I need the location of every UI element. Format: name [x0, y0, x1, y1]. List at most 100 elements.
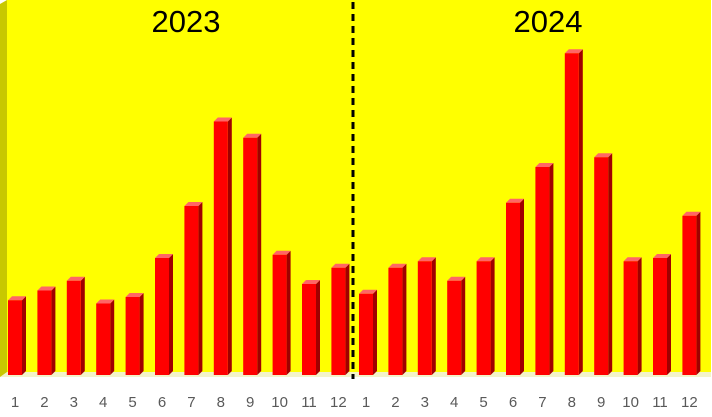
x-tick-label-2024-4: 4: [450, 394, 458, 411]
bar-top-face: [272, 250, 291, 255]
bar-2024-9: [594, 153, 613, 375]
bar-front-face: [447, 280, 462, 375]
bar-front-face: [359, 293, 373, 375]
bar-2024-6: [506, 198, 524, 375]
bar-front-face: [388, 267, 403, 375]
x-tick-label-2023-1: 1: [11, 394, 19, 411]
bar-side-face: [80, 276, 85, 375]
bar-top-face: [96, 299, 115, 304]
bar-front-face: [653, 258, 667, 375]
bar-front-face: [37, 290, 52, 375]
bar-top-face: [623, 257, 642, 262]
bar-side-face: [257, 133, 262, 375]
bar-top-face: [476, 257, 495, 262]
bar-front-face: [125, 297, 140, 375]
bar-2024-8: [564, 49, 583, 375]
x-tick-label-2023-3: 3: [70, 394, 78, 411]
bar-2023-1: [8, 296, 26, 375]
x-tick-label-2023-6: 6: [158, 394, 166, 411]
bar-side-face: [549, 163, 554, 375]
x-tick-label-2024-12: 12: [681, 394, 698, 411]
bar-2024-11: [653, 254, 671, 375]
bar-side-face: [110, 299, 115, 375]
bar-2023-7: [184, 202, 203, 375]
bar-top-face: [535, 163, 554, 167]
bar-side-face: [520, 198, 524, 375]
bar-side-face: [490, 257, 495, 375]
bar-2024-1: [359, 289, 377, 375]
bar-2023-11: [302, 280, 320, 375]
x-tick-label-2024-3: 3: [421, 394, 429, 411]
bar-front-face: [243, 137, 258, 375]
x-tick-label-2023-2: 2: [40, 394, 48, 411]
bar-2024-3: [417, 257, 436, 375]
x-tick-label-2023-8: 8: [217, 394, 225, 411]
bar-front-face: [682, 215, 697, 375]
bar-side-face: [169, 254, 173, 375]
bar-front-face: [272, 254, 287, 375]
bar-front-face: [8, 300, 22, 375]
bar-top-face: [417, 257, 436, 262]
bar-2024-5: [476, 257, 495, 375]
bar-top-face: [388, 263, 407, 268]
bar-side-face: [608, 153, 613, 375]
bar-front-face: [506, 202, 520, 375]
panel-title-2024: 2024: [514, 4, 583, 39]
chart-floor: [0, 372, 711, 377]
bar-side-face: [578, 49, 583, 375]
bar-top-face: [37, 286, 56, 291]
bar-side-face: [22, 296, 26, 375]
bar-front-face: [417, 261, 432, 375]
bar-front-face: [184, 206, 199, 375]
bar-top-face: [564, 49, 583, 54]
bar-side-face: [139, 293, 144, 375]
x-tick-label-2023-11: 11: [301, 394, 317, 411]
bar-side-face: [696, 211, 701, 375]
bar-top-face: [653, 254, 671, 258]
x-tick-label-2024-10: 10: [622, 394, 639, 411]
bar-front-face: [535, 167, 550, 375]
bar-top-face: [682, 211, 701, 216]
bar-top-face: [213, 117, 232, 122]
x-tick-label-2024-2: 2: [391, 394, 399, 411]
bar-2023-5: [125, 293, 144, 375]
bar-top-face: [66, 276, 85, 281]
bar-side-face: [431, 257, 436, 375]
x-tick-label-2024-6: 6: [509, 394, 517, 411]
bar-2023-4: [96, 299, 115, 375]
bar-side-face: [286, 250, 291, 375]
x-tick-label-2023-9: 9: [246, 394, 254, 411]
bar-front-face: [96, 303, 111, 375]
x-tick-label-2023-4: 4: [99, 394, 107, 411]
bar-top-face: [125, 293, 144, 297]
bar-front-face: [331, 267, 346, 375]
bar-2024-10: [623, 257, 642, 375]
bar-front-face: [302, 284, 316, 375]
bar-2024-7: [535, 163, 554, 375]
x-tick-label-2023-12: 12: [330, 394, 347, 411]
bar-2024-4: [447, 276, 466, 375]
bars-group: [8, 49, 701, 375]
bar-2023-12: [331, 263, 350, 375]
bar-side-face: [402, 263, 407, 375]
bar-side-face: [667, 254, 671, 375]
bar-front-face: [476, 261, 491, 375]
bar-side-face: [637, 257, 642, 375]
x-tick-label-2024-8: 8: [568, 394, 576, 411]
bar-front-face: [155, 258, 169, 375]
bar-top-face: [359, 289, 377, 294]
bar-front-face: [623, 261, 638, 375]
bar-front-face: [66, 280, 81, 375]
bar-2024-12: [682, 211, 701, 375]
bar-top-face: [331, 263, 350, 268]
x-tick-labels: 1 2 3 4 5 6 7 8 9 10 11 12 1 2 3 4 5 6 7 8 9 10 11 12: [11, 394, 698, 411]
bar-side-face: [373, 289, 377, 375]
x-tick-label-2024-9: 9: [597, 394, 605, 411]
bar-2023-6: [155, 254, 173, 375]
bar-top-face: [8, 296, 26, 301]
panel-title-2023: 2023: [152, 4, 221, 39]
x-tick-label-2024-1: 1: [362, 394, 370, 411]
bar-side-face: [316, 280, 320, 375]
